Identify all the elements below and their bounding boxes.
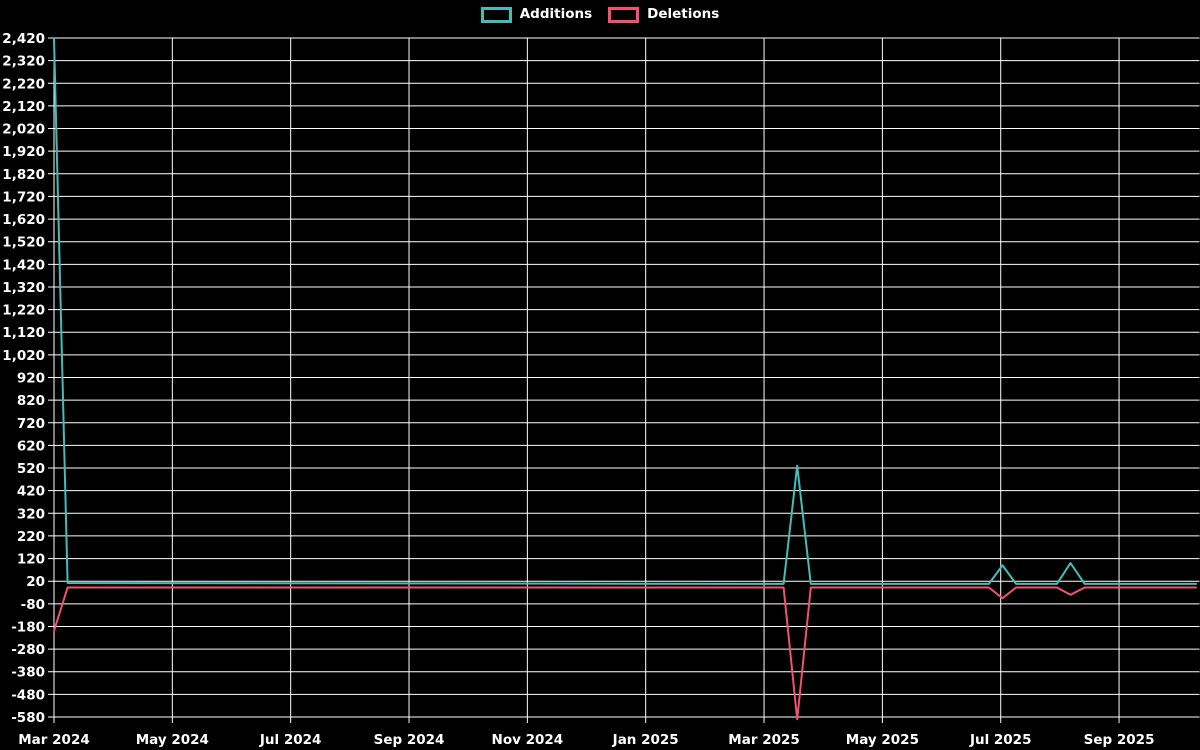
- y-axis-tick-label: 420: [17, 484, 45, 500]
- y-axis-tick-label: 2,320: [2, 54, 45, 70]
- y-axis-tick-label: 620: [17, 438, 45, 454]
- legend-item-deletions: Deletions: [608, 7, 719, 23]
- x-axis-tick-label: Nov 2024: [492, 732, 564, 748]
- x-axis-tick-label: May 2025: [846, 732, 919, 748]
- y-axis-tick-label: 2,020: [2, 122, 45, 138]
- x-axis-tick-label: Mar 2024: [18, 732, 89, 748]
- y-axis-tick-label: 820: [17, 393, 45, 409]
- y-axis-tick-label: -380: [11, 665, 45, 681]
- y-axis-tick-label: 1,620: [2, 212, 45, 228]
- y-axis-tick-label: 120: [17, 552, 45, 568]
- y-axis-tick-label: 1,420: [2, 257, 45, 273]
- y-axis-tick-label: -580: [11, 710, 45, 726]
- y-axis-tick-label: 1,920: [2, 144, 45, 160]
- additions-legend-label: Additions: [519, 6, 593, 23]
- y-axis-tick-label: -280: [11, 642, 45, 658]
- legend-item-additions: Additions: [480, 6, 593, 23]
- x-axis-tick-label: Sep 2025: [1084, 732, 1155, 748]
- y-axis-tick-label: 220: [17, 529, 45, 545]
- y-axis-tick-label: 2,220: [2, 76, 45, 92]
- y-axis-tick-label: 2,120: [2, 99, 45, 115]
- deletions-legend-label: Deletions: [647, 6, 720, 23]
- y-axis-tick-label: 320: [17, 506, 45, 522]
- y-axis-tick-label: 920: [17, 371, 45, 387]
- y-axis-tick-label: 1,120: [2, 325, 45, 341]
- y-axis-tick-label: 1,820: [2, 167, 45, 183]
- y-axis-tick-label: -480: [11, 687, 45, 703]
- y-axis-tick-label: 1,220: [2, 303, 45, 319]
- y-axis-tick-label: 1,520: [2, 235, 45, 251]
- x-axis-tick-label: Jan 2025: [612, 732, 679, 748]
- y-axis-tick-label: -80: [21, 597, 45, 613]
- x-axis-tick-label: Jul 2024: [259, 732, 322, 748]
- y-axis-tick-label: 1,320: [2, 280, 45, 296]
- x-axis-tick-label: Mar 2025: [728, 732, 799, 748]
- additions-legend-swatch: [480, 7, 512, 23]
- x-axis-tick-label: Jul 2025: [969, 732, 1032, 748]
- y-axis-tick-label: 520: [17, 461, 45, 477]
- y-axis-tick-label: -180: [11, 619, 45, 635]
- x-axis-tick-label: Sep 2024: [374, 732, 445, 748]
- chart-legend: Additions Deletions: [0, 7, 1200, 23]
- deletions-legend-swatch: [608, 7, 640, 23]
- y-axis-tick-label: 1,720: [2, 189, 45, 205]
- y-axis-tick-label: 20: [26, 574, 45, 590]
- y-axis-tick-label: 720: [17, 416, 45, 432]
- deletions-line: [53, 586, 1197, 721]
- y-axis-tick-label: 1,020: [2, 348, 45, 364]
- x-axis-tick-label: May 2024: [136, 732, 209, 748]
- y-axis-tick-label: 2,420: [2, 31, 45, 47]
- additions-line: [53, 37, 1197, 585]
